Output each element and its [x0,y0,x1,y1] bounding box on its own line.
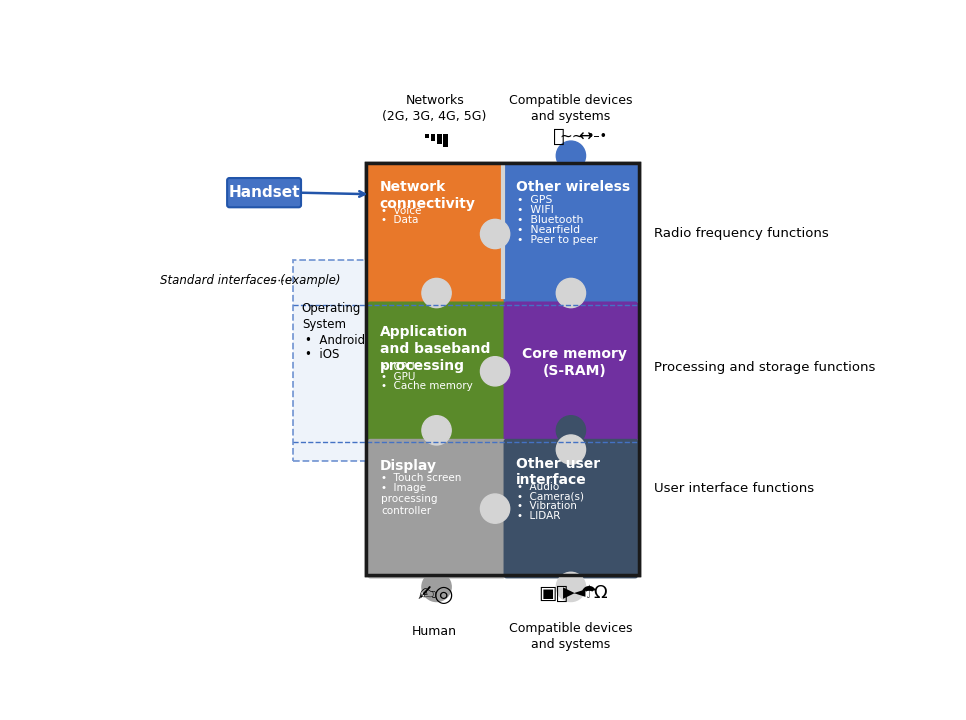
Text: ☂: ☂ [580,584,596,602]
FancyBboxPatch shape [367,164,506,304]
Text: ◎: ◎ [434,585,454,605]
Circle shape [422,279,451,307]
Circle shape [556,141,585,171]
Text: •  Data: • Data [382,215,418,225]
Text: ✋: ✋ [555,583,568,603]
Text: Display: Display [380,459,437,473]
Text: •  GPU: • GPU [382,372,415,382]
Circle shape [480,494,510,523]
Text: Other wireless: Other wireless [516,180,630,194]
Circle shape [499,494,529,523]
Text: Compatible devices
and systems: Compatible devices and systems [509,621,633,651]
Circle shape [480,356,510,386]
Text: Compatible devices
and systems: Compatible devices and systems [509,94,633,123]
Text: •  Nearfield: • Nearfield [518,225,581,235]
Circle shape [556,279,585,307]
Text: •  WIFI: • WIFI [518,204,554,215]
Text: ▣: ▣ [539,583,557,603]
Text: Radio frequency functions: Radio frequency functions [655,227,829,240]
Text: Processing and storage functions: Processing and storage functions [655,361,876,374]
Text: •  Cache memory: • Cache memory [382,382,473,392]
FancyBboxPatch shape [503,438,639,578]
Text: •  CPU: • CPU [382,362,414,372]
FancyBboxPatch shape [503,164,639,304]
Text: •  Bluetooth: • Bluetooth [518,215,583,225]
Text: ~~: ~~ [559,129,585,144]
Bar [366,163,639,575]
Text: ⌖: ⌖ [554,127,565,146]
FancyBboxPatch shape [227,178,301,207]
Text: ✍: ✍ [417,585,437,605]
Circle shape [556,415,585,445]
Circle shape [422,572,451,601]
Text: Other user
interface: Other user interface [516,456,600,487]
Text: Operating
System: Operating System [301,302,361,331]
Circle shape [422,435,451,464]
Bar [443,134,447,147]
Text: •–•: •–• [586,130,608,143]
Text: ↔: ↔ [578,127,592,145]
Text: Ω: Ω [593,584,607,602]
Text: •  Image
processing
controller: • Image processing controller [382,483,438,516]
Text: Core memory
(S-RAM): Core memory (S-RAM) [523,347,627,378]
Text: User interface functions: User interface functions [655,482,814,495]
Bar [437,134,441,144]
FancyBboxPatch shape [367,302,506,441]
Text: •  Camera(s): • Camera(s) [518,492,584,502]
Text: •  Vibration: • Vibration [518,501,578,511]
Text: •  Touch screen: • Touch screen [382,473,462,483]
Circle shape [480,220,510,248]
Text: •  iOS: • iOS [305,348,339,361]
Circle shape [556,435,585,464]
Text: Standard interfaces (example): Standard interfaces (example) [160,274,341,287]
Text: •  Android: • Android [305,334,365,347]
FancyBboxPatch shape [367,438,506,578]
Text: •  GPS: • GPS [518,194,553,204]
Text: Application
and baseband
processing: Application and baseband processing [380,325,490,373]
Circle shape [556,572,585,601]
Bar [293,260,510,462]
Text: Networks
(2G, 3G, 4G, 5G): Networks (2G, 3G, 4G, 5G) [383,94,487,123]
Text: Handset: Handset [228,185,299,200]
Circle shape [499,356,529,386]
Text: •  Audio: • Audio [518,482,559,492]
Text: •  Voice: • Voice [382,206,421,216]
Text: •  LIDAR: • LIDAR [518,511,561,521]
Bar [366,163,639,575]
Text: Human: Human [412,626,457,639]
Circle shape [499,220,529,248]
Circle shape [422,415,451,445]
Text: •  Peer to peer: • Peer to peer [518,235,598,245]
Text: Network
connectivity: Network connectivity [380,180,475,211]
Bar [431,134,436,141]
Circle shape [422,297,451,327]
Bar [425,134,429,138]
Circle shape [556,297,585,327]
FancyBboxPatch shape [503,302,639,441]
Text: ▶◄: ▶◄ [563,585,586,600]
